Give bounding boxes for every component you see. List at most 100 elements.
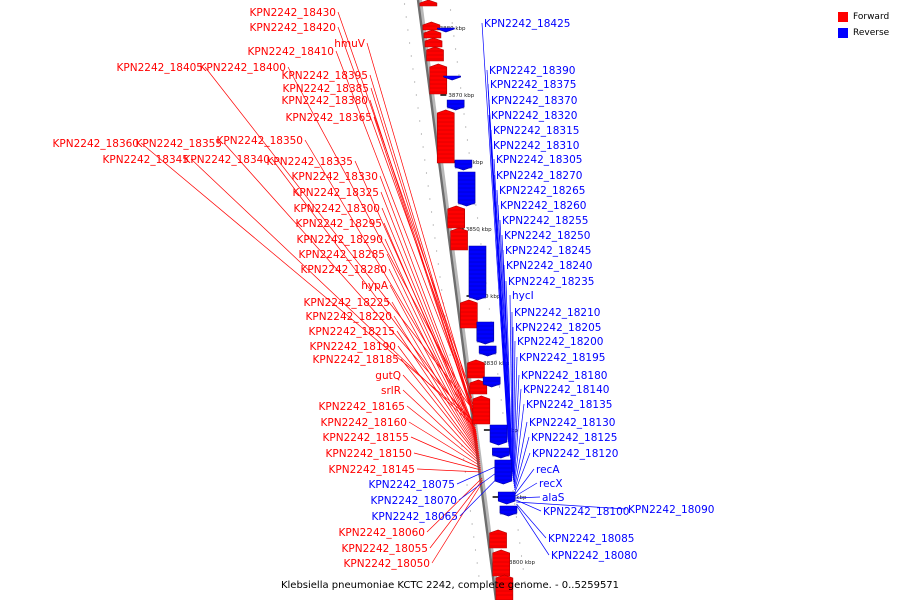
reverse-gene-label: recX <box>539 478 563 490</box>
forward-gene-label: KPN2242_18165 <box>319 401 405 413</box>
reverse-gene-label: KPN2242_18255 <box>502 215 588 227</box>
reverse-leader <box>481 22 509 441</box>
reverse-gene-label: KPN2242_18135 <box>526 399 612 411</box>
track-dot <box>403 3 406 5</box>
reverse-gene <box>482 376 501 388</box>
forward-gene-label: KPN2242_18290 <box>297 234 383 246</box>
reverse-gene-label: alaS <box>542 492 565 504</box>
reverse-leader <box>516 505 550 556</box>
track-dot <box>473 536 475 538</box>
reverse-leader <box>514 468 535 495</box>
forward-gene <box>424 37 443 48</box>
label-leader-lines <box>140 11 627 564</box>
track-dot <box>415 94 417 96</box>
forward-leader <box>383 222 478 441</box>
reverse-gene-label: hycI <box>512 290 534 302</box>
track-dot <box>520 555 523 557</box>
legend-reverse-label: Reverse <box>853 27 890 38</box>
forward-gene <box>472 395 491 425</box>
track-dot <box>453 35 455 37</box>
forward-gene <box>467 359 485 379</box>
forward-leader <box>381 207 478 439</box>
track-dot <box>429 198 431 200</box>
forward-leader <box>426 477 483 533</box>
forward-gene-label: KPN2242_18360 <box>53 138 139 150</box>
forward-leader <box>402 374 481 461</box>
forward-gene-label: KPN2242_18295 <box>296 218 382 230</box>
forward-leader <box>384 238 478 443</box>
forward-gene-label: KPN2242_18190 <box>310 341 396 353</box>
forward-leader <box>402 389 481 463</box>
track-dot <box>498 386 501 388</box>
track-dot <box>458 74 460 76</box>
reverse-leader <box>515 482 538 497</box>
track-dot <box>425 172 428 174</box>
forward-gene-label: KPN2242_18215 <box>309 326 395 338</box>
forward-leader <box>393 315 480 453</box>
tick-label: 3850 kbp <box>466 227 492 233</box>
forward-leader <box>366 42 473 405</box>
reverse-gene-label: KPN2242_18245 <box>505 245 591 257</box>
tick-label: 3800 kbp <box>509 560 535 566</box>
track-dot <box>468 152 470 154</box>
reverse-leader <box>490 144 511 453</box>
legend-reverse: Reverse <box>838 25 898 40</box>
forward-gene-label: KPN2242_18285 <box>299 249 385 261</box>
forward-gene-label: KPN2242_18225 <box>304 297 390 309</box>
reverse-gene-label: KPN2242_18260 <box>500 200 586 212</box>
reverse-gene-label: KPN2242_18140 <box>523 384 609 396</box>
track-dot <box>497 373 499 375</box>
forward-leader <box>380 191 478 437</box>
reverse-gene-label: KPN2242_18235 <box>508 276 594 288</box>
forward-leader <box>416 468 482 473</box>
forward-gene-label: KPN2242_18160 <box>321 417 407 429</box>
forward-gene-label: KPN2242_18430 <box>250 7 336 19</box>
forward-gene <box>489 529 507 549</box>
track-dot <box>464 471 466 473</box>
forward-leader <box>335 50 474 409</box>
reverse-leader <box>513 374 520 483</box>
track-dot <box>412 68 414 70</box>
track-dot <box>456 61 458 63</box>
forward-gene-label: KPN2242_18280 <box>301 264 387 276</box>
reverse-gene-label: KPN2242_18205 <box>515 322 601 334</box>
reverse-gene-label: KPN2242_18100 <box>543 506 629 518</box>
track-dot <box>522 568 524 570</box>
forward-gene-label: KPN2242_18330 <box>292 171 378 183</box>
track-dot <box>436 250 438 252</box>
reverse-gene-label: KPN2242_18390 <box>489 65 575 77</box>
forward-gene-label: KPN2242_18060 <box>339 527 425 539</box>
reverse-gene-label: KPN2242_18130 <box>529 417 615 429</box>
track-dot <box>410 55 412 57</box>
reverse-leader <box>512 340 516 479</box>
reverse-gene-label: KPN2242_18265 <box>499 185 585 197</box>
reverse-gene <box>443 75 461 81</box>
track-dot <box>471 523 473 525</box>
forward-gene-label: KPN2242_18350 <box>217 135 303 147</box>
reverse-gene <box>446 99 465 111</box>
track-dot <box>515 516 518 518</box>
forward-leader <box>337 11 472 393</box>
reverse-leader <box>513 356 518 481</box>
reverse-leader <box>513 403 525 487</box>
forward-gene-label: KPN2242_18300 <box>294 203 380 215</box>
track-dot <box>465 126 467 128</box>
track-dot <box>469 510 472 512</box>
forward-gene-label: KPN2242_18355 <box>136 138 222 150</box>
reverse-leader <box>514 436 530 491</box>
track-dot <box>487 295 489 297</box>
track-dot <box>514 503 516 505</box>
legend-forward-label: Forward <box>853 11 890 22</box>
backbone-shadow <box>418 0 500 600</box>
reverse-gene <box>499 505 518 517</box>
track-dot <box>475 204 477 206</box>
track-dot <box>502 412 504 414</box>
forward-leader <box>396 330 480 455</box>
reverse-gene-label: KPN2242_18075 <box>369 479 455 491</box>
track-dot <box>517 529 519 531</box>
reverse-gene-label: KPN2242_18070 <box>371 495 457 507</box>
reverse-leader <box>514 452 531 493</box>
track-dot <box>420 133 423 135</box>
track-dot <box>478 575 480 577</box>
forward-leader <box>369 74 475 415</box>
